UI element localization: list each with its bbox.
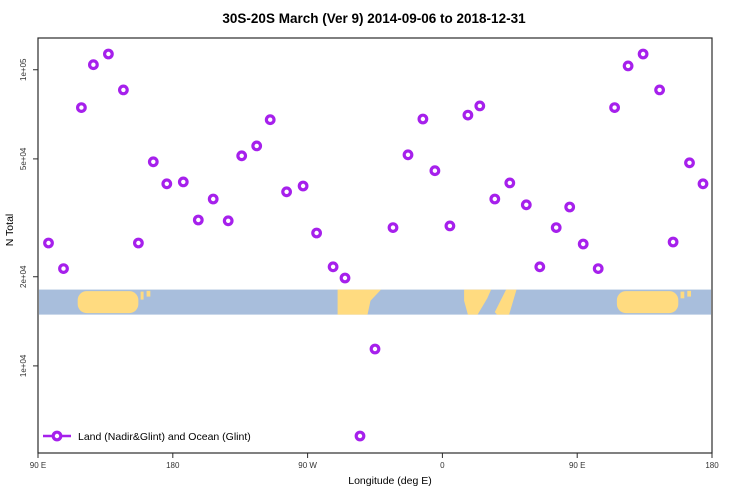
data-point [75,102,87,113]
land-patch-madagascar [494,289,517,315]
data-point [251,140,263,152]
x-tick-label: 90 E [569,461,585,470]
data-point [58,263,69,275]
data-point [132,237,144,249]
data-point [489,193,501,205]
data-point [281,186,293,198]
world-map-band [39,289,711,315]
y-tick-label: 5e+04 [19,147,28,170]
y-axis-label: N Total [4,214,16,247]
y-axis-ticks: 1e+04 2e+04 5e+04 1e+05 [19,58,38,377]
x-tick-label: 180 [705,461,719,470]
data-point [564,201,576,213]
legend: Land (Nadir&Glint) and Ocean (Glint) [43,430,251,443]
data-point [192,214,204,226]
data-point [609,102,620,113]
y-tick-label: 2e+04 [19,265,28,288]
x-tick-label: 0 [440,461,445,470]
data-point [592,263,604,275]
data-point [236,150,248,162]
data-point [297,180,309,192]
land-patch-australia [616,291,679,314]
land-patch-australia [77,291,139,314]
y-tick-label: 1e+05 [19,58,28,81]
y-tick-label: 1e+04 [19,354,28,377]
data-point [354,430,366,442]
plot-border [37,37,713,454]
data-point [444,220,456,232]
data-point [534,261,546,273]
x-axis-ticks: 90 E 180 90 W 0 90 E 180 [30,453,719,470]
land-patch-south-america [337,289,381,315]
x-tick-label: 90 W [298,461,317,470]
data-point [207,193,219,205]
x-tick-label: 180 [166,461,180,470]
data-point [697,178,709,190]
data-point [654,84,665,96]
x-axis-label: Longitude (deg E) [348,475,431,487]
data-point [222,215,234,227]
data-point [474,100,486,112]
data-point [622,60,634,72]
data-point [161,178,173,190]
land-patch-island [680,291,685,299]
data-point [147,156,159,168]
data-point [637,48,649,60]
data-point [264,114,276,126]
land-patch-island [140,291,144,300]
land-patch-island [687,290,692,297]
data-point [311,227,323,239]
data-point [520,199,532,211]
legend-label: Land (Nadir&Glint) and Ocean (Glint) [78,431,251,443]
data-point [429,165,441,177]
data-point [102,48,114,60]
chart-title: 30S-20S March (Ver 9) 2014-09-06 to 2018… [222,11,526,26]
data-point [577,238,589,250]
data-point [684,157,695,169]
land-patch-island [146,290,151,297]
data-point [177,176,189,188]
data-point [417,113,429,125]
data-point [327,261,339,273]
data-point [504,177,516,189]
x-tick-label: 90 E [30,461,46,470]
data-point [117,84,129,96]
data-point [339,272,351,284]
data-point [43,237,54,249]
data-point [87,59,99,71]
data-point [462,109,474,121]
data-point [387,222,399,234]
data-point [550,222,562,234]
data-points [43,48,709,442]
legend-circle-marker [51,430,63,442]
data-point [369,343,381,355]
data-point [402,149,414,161]
data-point [667,236,679,248]
land-patch-africa [464,289,492,315]
